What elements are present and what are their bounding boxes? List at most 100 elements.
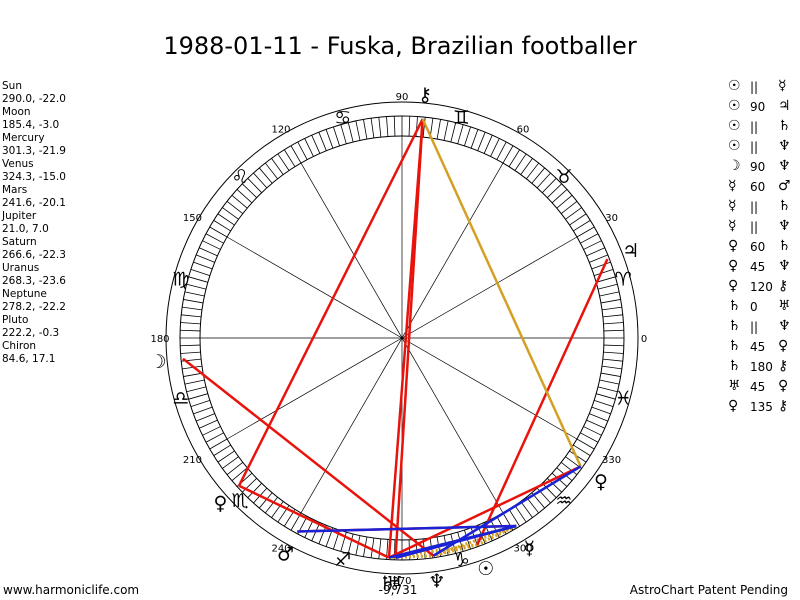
degree-label: 210 — [183, 455, 202, 466]
aspect-planet-b: ♆ — [778, 138, 791, 154]
aspect-planet-a: ☉ — [728, 118, 741, 134]
ring-tick — [586, 419, 605, 429]
position-coords: 21.0, 7.0 — [2, 223, 49, 235]
ring-tick — [205, 432, 224, 443]
parallel-line — [388, 543, 478, 560]
ring-tick — [483, 135, 493, 154]
sign-gemini-icon: ♊ — [453, 107, 470, 129]
ring-tick — [180, 329, 201, 332]
ring-tick — [333, 126, 340, 147]
ring-tick — [378, 117, 382, 138]
ring-tick — [457, 124, 464, 144]
aspect-planet-a: ☉ — [728, 138, 741, 154]
aspect-row: ♀ 60 ♄ — [728, 238, 798, 258]
aspect-planet-a: ♄ — [728, 318, 741, 334]
aspect-type: 90 — [750, 160, 766, 174]
outer-circle — [165, 101, 639, 575]
ring-tick — [265, 496, 278, 514]
aspect-row: ♀ 135 ⚷ — [728, 398, 798, 418]
position-name: Sun — [2, 80, 22, 92]
ring-tick — [443, 120, 449, 141]
ring-tick — [304, 138, 314, 157]
ring-tick — [193, 261, 213, 270]
ring-tick — [580, 233, 599, 244]
degree-labels: 0 30 60 90 120 150 180 210 240 270 300 330 — [150, 92, 647, 587]
planet-neptune-icon: ♆ — [428, 570, 445, 592]
ring-tick — [304, 519, 314, 538]
aspect-type: 45 — [750, 340, 766, 354]
ring-tick — [450, 122, 457, 143]
sign-aries-icon: ♈ — [615, 269, 632, 291]
ring-tick — [573, 220, 591, 232]
ring-tick — [508, 509, 520, 527]
ring-tick — [188, 276, 208, 283]
position-name: Moon — [2, 106, 31, 118]
ring-tick — [602, 358, 623, 362]
aspect-type: 45 — [750, 260, 766, 274]
position-coords: 84.6, 17.1 — [2, 353, 56, 365]
degree-label: 300 — [513, 544, 532, 555]
ring-tick — [520, 501, 533, 518]
position-name: Pluto — [2, 314, 29, 326]
sign-pisces-icon: ♓ — [615, 387, 632, 409]
ring-tick — [560, 201, 578, 214]
ring-tick — [311, 135, 321, 154]
planet-jupiter-icon: ♃ — [622, 240, 639, 262]
ring-tick — [196, 254, 215, 263]
aspect-line — [238, 484, 390, 559]
ring-tick — [247, 483, 262, 498]
aspect-planet-b: ♄ — [778, 238, 791, 254]
ring-tick — [370, 118, 375, 139]
aspect-planet-a: ☉ — [728, 98, 741, 114]
aspect-planet-a: ♅ — [728, 378, 741, 394]
ring-tick — [556, 194, 573, 209]
degree-label: 0 — [641, 334, 647, 345]
degree-label: 240 — [271, 544, 290, 555]
ring-tick — [599, 291, 620, 297]
planet-glyphs: ☉ ☽ ☿ ♀ ♂ ♃ ♄♅ ♆ ♀ ⚷ — [150, 84, 640, 595]
ring-tick — [602, 314, 623, 318]
aspect-type: 180 — [750, 360, 773, 374]
planet-sun-icon: ☉ — [477, 558, 494, 580]
aspect-planet-b: ♃ — [778, 98, 791, 114]
planet-uranus-icon: ♅ — [386, 573, 403, 595]
position-name: Neptune — [2, 288, 47, 300]
position-coords: 301.3, -21.9 — [2, 145, 66, 157]
degree-label: 30 — [605, 213, 618, 224]
aspect-planet-b: ⚷ — [778, 278, 789, 294]
ring-tick — [180, 344, 201, 347]
aspect-planet-a: ☉ — [728, 78, 741, 94]
ring-tick — [340, 124, 347, 144]
ring-tick — [378, 538, 382, 559]
parallel-line — [432, 524, 517, 558]
aspect-row: ♀ 120 ⚷ — [728, 278, 798, 298]
ring-tick — [603, 322, 624, 325]
aspect-planet-a: ♀ — [728, 278, 739, 294]
aspect-planet-b: ♀ — [778, 338, 789, 354]
aspect-type: 120 — [750, 280, 773, 294]
ring-tick — [508, 149, 520, 167]
ring-tick — [355, 535, 361, 556]
sign-virgo-icon: ♍ — [172, 269, 189, 291]
ring-tick — [213, 444, 231, 456]
ring-tick — [202, 240, 221, 250]
ring-tick — [183, 299, 204, 304]
ring-tick — [184, 291, 205, 297]
ring-tick — [202, 426, 221, 436]
aspect-planet-b: ♂ — [778, 178, 791, 194]
ring-tick — [597, 386, 618, 393]
ring-tick — [569, 450, 587, 463]
ring-tick — [591, 261, 611, 270]
aspect-type: || — [750, 120, 759, 134]
ring-tick — [600, 372, 621, 377]
ring-tick — [565, 207, 582, 220]
aspect-planet-a: ♀ — [728, 258, 739, 274]
ring-tick — [242, 478, 257, 493]
ring-tick — [542, 178, 557, 193]
ring-tick — [514, 505, 527, 523]
position-coords: 290.0, -22.0 — [2, 93, 66, 105]
aspect-row: ♅ 45 ♀ — [728, 378, 798, 398]
position-coords: 278.2, -22.2 — [2, 301, 66, 313]
aspect-type: 60 — [750, 180, 766, 194]
